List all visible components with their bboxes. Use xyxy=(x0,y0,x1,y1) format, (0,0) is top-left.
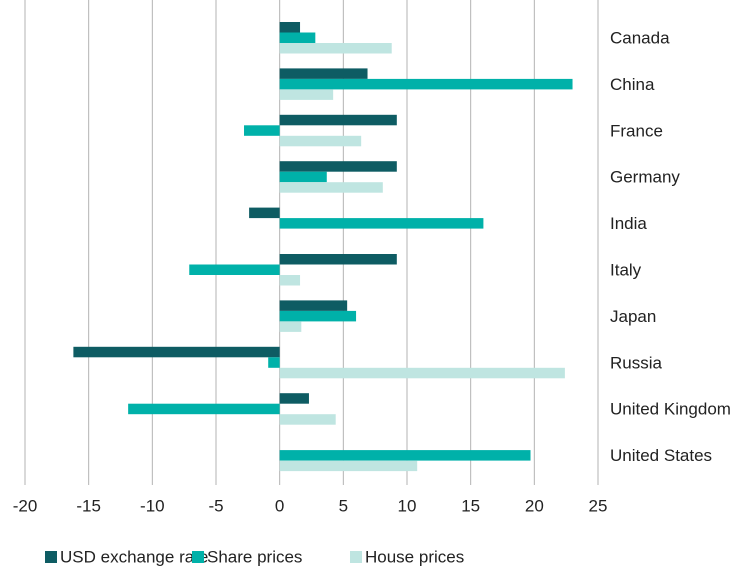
bar xyxy=(279,450,531,461)
bar xyxy=(279,300,348,311)
bar xyxy=(279,275,301,286)
category-label: India xyxy=(610,214,647,233)
bar xyxy=(279,182,383,193)
bar xyxy=(279,254,397,265)
bar xyxy=(244,125,280,136)
legend-label: Share prices xyxy=(207,547,302,566)
bar xyxy=(279,68,368,79)
category-label: China xyxy=(610,75,655,94)
category-label: Canada xyxy=(610,28,670,47)
bar xyxy=(249,207,280,219)
category-label: Russia xyxy=(610,353,663,372)
x-tick-label: 25 xyxy=(589,496,608,515)
x-tick-label: -20 xyxy=(13,496,38,515)
bar xyxy=(279,460,418,472)
bar xyxy=(279,414,336,425)
legend-label: House prices xyxy=(365,547,464,566)
bar xyxy=(279,218,484,229)
bar xyxy=(279,367,565,379)
bar xyxy=(279,321,302,332)
x-tick-label: 5 xyxy=(339,496,348,515)
bar xyxy=(279,43,392,54)
x-tick-label: 0 xyxy=(275,496,284,515)
bar xyxy=(279,161,397,172)
category-label: Germany xyxy=(610,168,680,187)
bar xyxy=(279,22,301,33)
bar xyxy=(279,89,334,100)
category-label: Japan xyxy=(610,307,656,326)
category-label: United States xyxy=(610,446,712,465)
bar xyxy=(268,357,280,368)
x-tick-label: 15 xyxy=(461,496,480,515)
bar xyxy=(279,393,309,404)
bar xyxy=(279,310,357,322)
bar xyxy=(279,78,573,90)
bar xyxy=(279,32,316,43)
x-tick-label: 20 xyxy=(525,496,544,515)
category-label: Italy xyxy=(610,260,642,279)
legend-label: USD exchange rate xyxy=(60,547,208,566)
x-tick-label: -15 xyxy=(76,496,101,515)
legend-swatch xyxy=(192,551,204,563)
bar xyxy=(128,403,280,415)
category-label: United Kingdom xyxy=(610,400,731,419)
x-tick-label: -10 xyxy=(140,496,165,515)
category-label: France xyxy=(610,121,663,140)
bar xyxy=(279,135,362,147)
x-tick-label: -5 xyxy=(208,496,223,515)
bar xyxy=(73,346,280,358)
legend-swatch xyxy=(45,551,57,563)
bar xyxy=(189,264,280,275)
bar xyxy=(279,114,397,126)
x-tick-label: 10 xyxy=(398,496,417,515)
legend-swatch xyxy=(350,551,362,563)
bar xyxy=(279,171,327,183)
